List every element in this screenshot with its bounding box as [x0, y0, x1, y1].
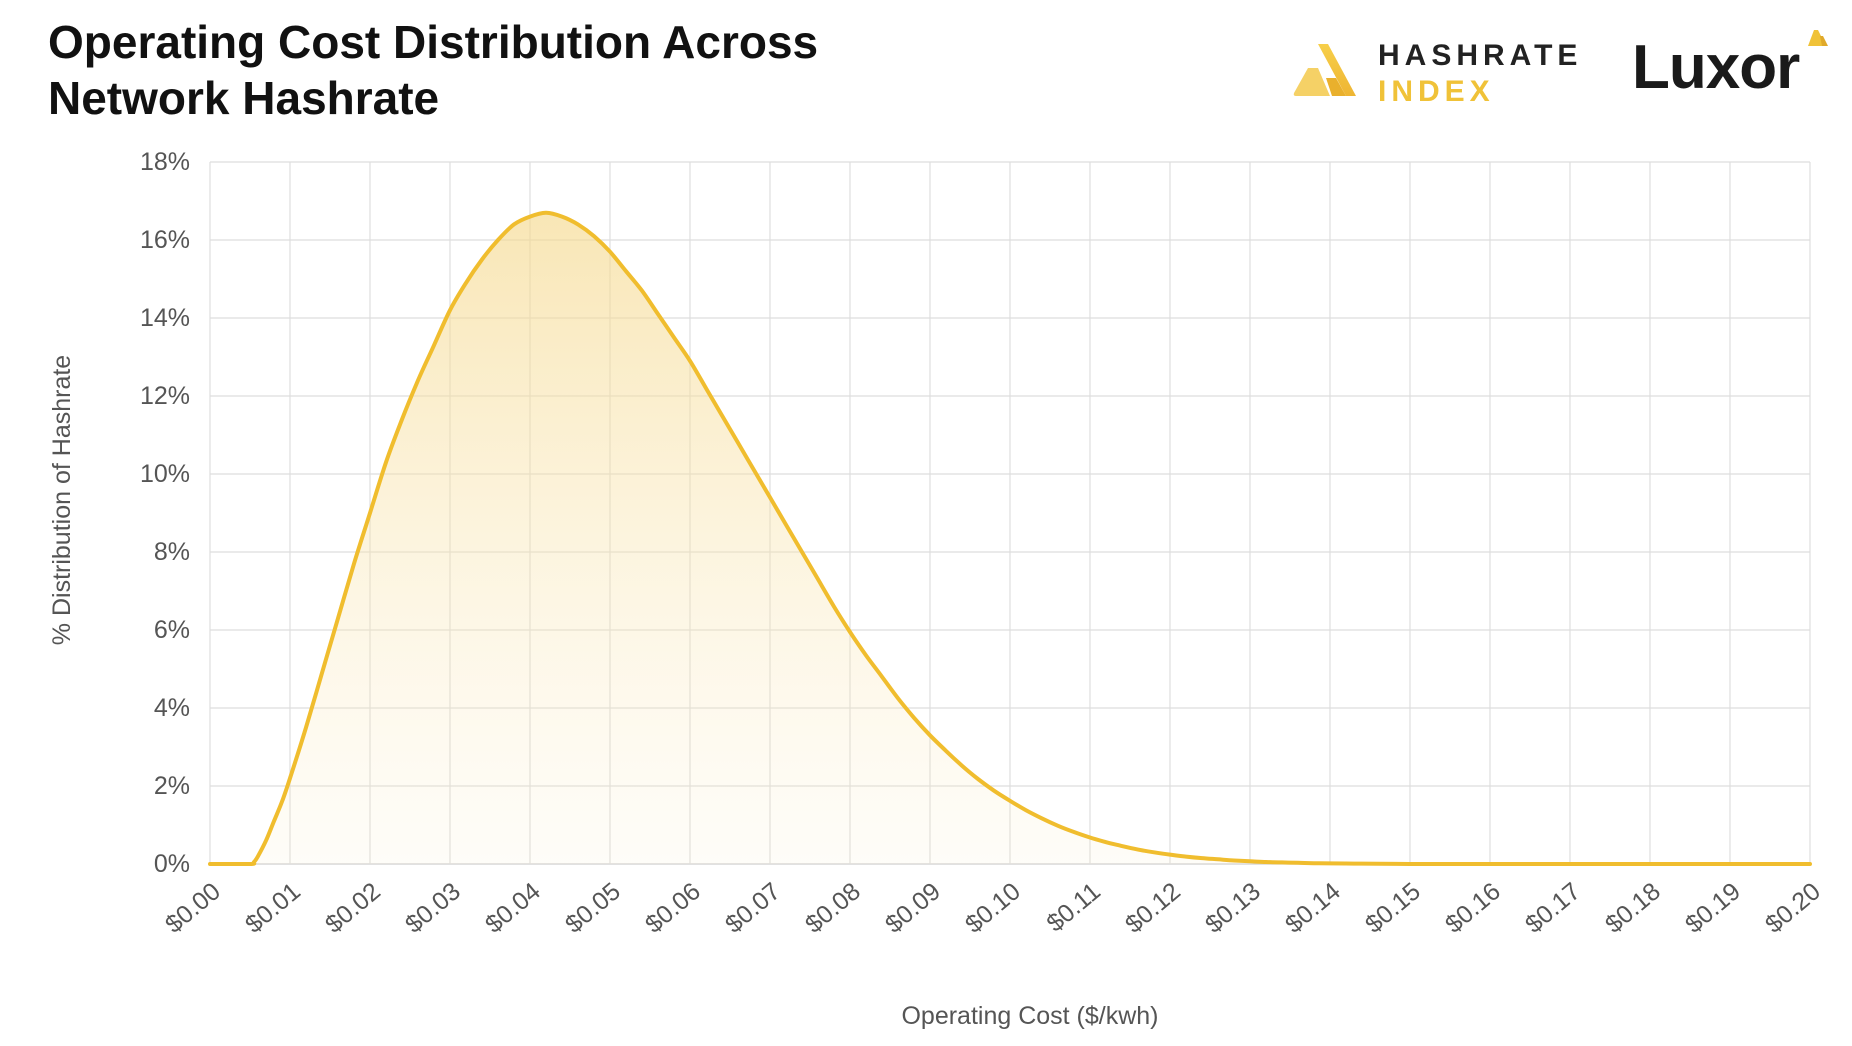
- distribution-line: [208, 210, 1812, 867]
- title-line-2: Network Hashrate: [48, 72, 440, 124]
- x-tick-label: $0.07: [720, 877, 786, 939]
- x-axis-label: Operating Cost ($/kwh): [901, 1002, 1158, 1030]
- x-tick-label: $0.13: [1200, 877, 1266, 939]
- x-tick-label: $0.02: [320, 877, 386, 939]
- hashrate-index-logo-icon: [1293, 44, 1356, 96]
- x-axis: $0.00 $0.01 $0.02 $0.03 $0.04 $0.05 $0.06 $0.07…: [160, 877, 1826, 939]
- x-tick-label: $0.00: [160, 877, 226, 939]
- y-tick-label: 16%: [140, 226, 190, 254]
- luxor-logo: Luxor: [1632, 28, 1832, 108]
- y-axis: 0% 2% 4% 6% 8% 10% 12% 14% 16% 18%: [140, 148, 190, 878]
- y-tick-label: 12%: [140, 382, 190, 410]
- x-tick-label: $0.19: [1680, 877, 1746, 939]
- x-tick-label: $0.09: [880, 877, 946, 939]
- hashrate-wordmark-line1: HASHRATE: [1378, 39, 1583, 72]
- hashrate-index-logo: HASHRATE INDEX: [1290, 28, 1590, 108]
- x-tick-label: $0.05: [560, 877, 626, 939]
- x-tick-label: $0.08: [800, 877, 866, 939]
- x-tick-label: $0.04: [480, 877, 546, 939]
- hashrate-index-wordmark: HASHRATE INDEX: [1378, 38, 1582, 110]
- x-tick-label: $0.17: [1520, 877, 1586, 939]
- y-axis-label: % Distribution of Hashrate: [48, 355, 76, 645]
- y-tick-label: 8%: [154, 538, 190, 566]
- y-tick-label: 18%: [140, 148, 190, 176]
- x-tick-label: $0.06: [640, 877, 706, 939]
- distribution-area: [210, 212, 1810, 864]
- title-line-1: Operating Cost Distribution Across: [48, 16, 819, 68]
- y-tick-label: 14%: [140, 304, 190, 332]
- x-tick-label: $0.20: [1760, 877, 1826, 939]
- x-tick-label: $0.16: [1440, 877, 1506, 939]
- y-tick-label: 6%: [154, 616, 190, 644]
- hashrate-wordmark-line2: INDEX: [1378, 75, 1495, 108]
- luxor-logo-icon: [1808, 30, 1828, 46]
- y-tick-label: 2%: [154, 772, 190, 800]
- y-tick-label: 4%: [154, 694, 190, 722]
- x-tick-label: $0.03: [400, 877, 466, 939]
- x-tick-label: $0.14: [1280, 877, 1346, 939]
- x-tick-label: $0.15: [1360, 877, 1426, 939]
- page-title: Operating Cost Distribution Across Netwo…: [48, 14, 818, 126]
- x-tick-label: $0.18: [1600, 877, 1666, 939]
- y-tick-label: 0%: [154, 850, 190, 878]
- x-tick-label: $0.12: [1120, 877, 1186, 939]
- x-tick-label: $0.10: [960, 877, 1026, 939]
- x-tick-label: $0.11: [1041, 877, 1106, 937]
- luxor-wordmark: Luxor: [1632, 33, 1800, 102]
- x-tick-label: $0.01: [240, 877, 306, 939]
- y-tick-label: 10%: [140, 460, 190, 488]
